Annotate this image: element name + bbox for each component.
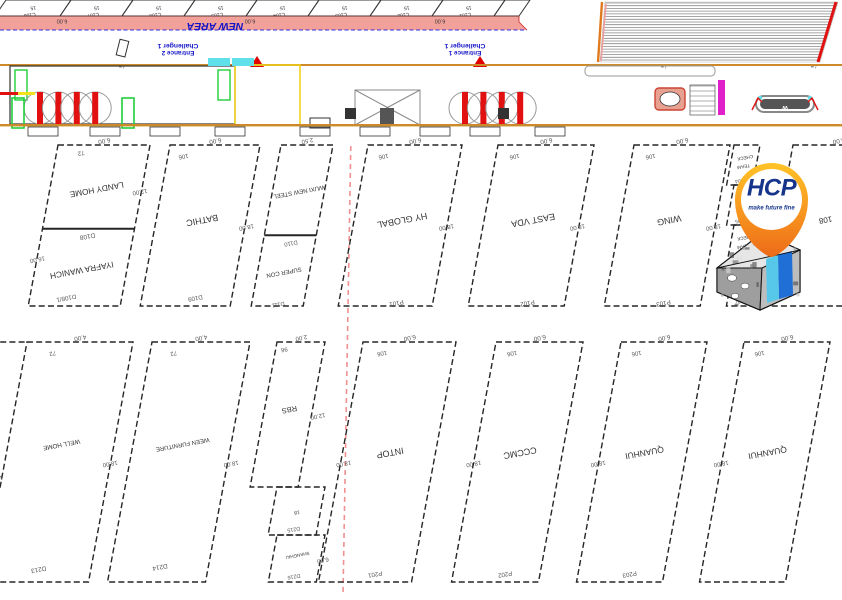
svg-text:HCP: HCP [747,175,798,202]
svg-text:make future fine: make future fine [748,206,795,212]
